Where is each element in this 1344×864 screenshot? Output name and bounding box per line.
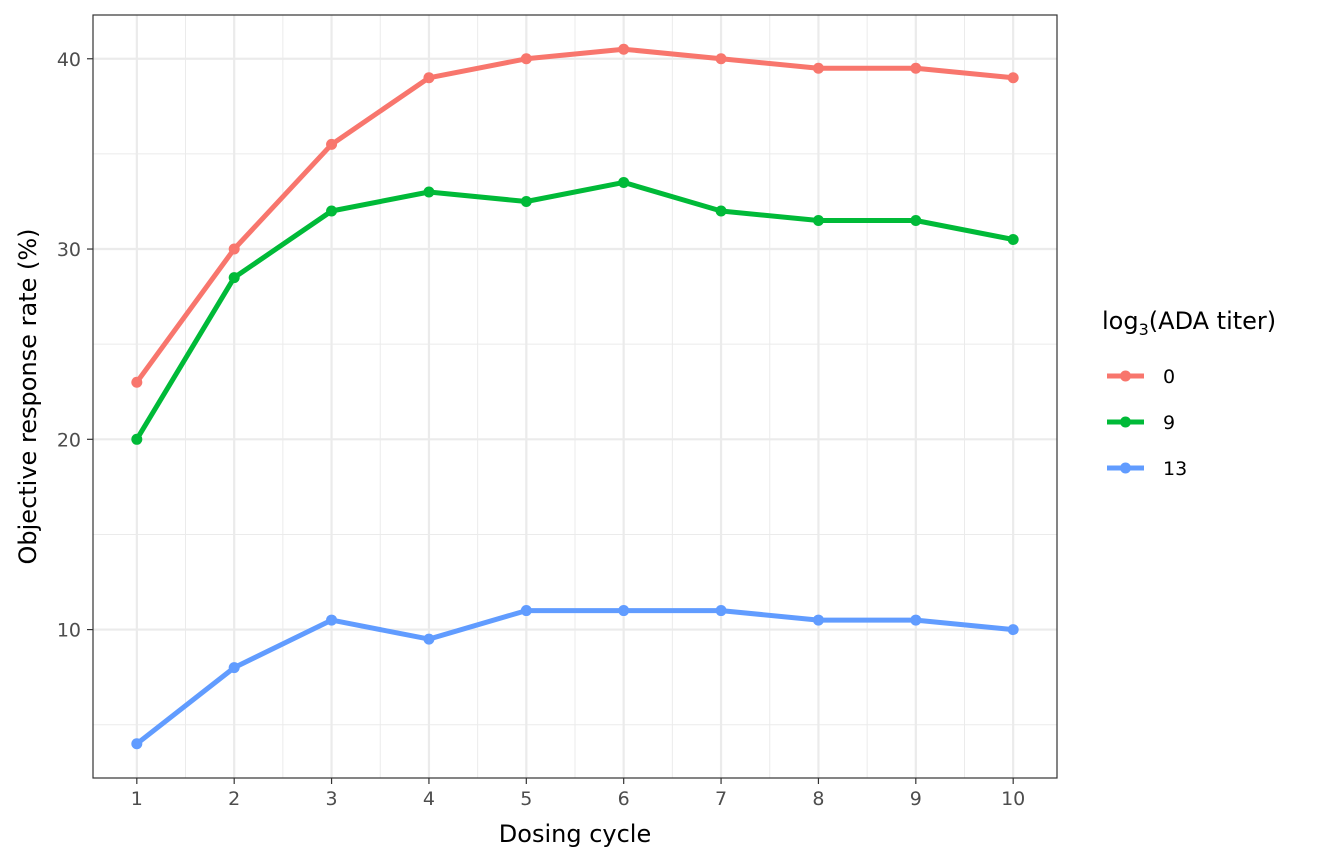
data-point-9 [520,195,532,207]
data-point-13 [618,605,630,617]
data-point-0 [423,72,435,84]
data-point-0 [228,243,240,255]
major-gridlines [93,15,1057,778]
x-axis: 1 2 3 4 5 6 7 8 9 10 [131,778,1025,810]
y-tick-label: 20 [57,429,81,451]
data-point-13 [228,662,240,674]
data-point-0 [618,43,630,55]
data-point-13 [326,614,338,626]
x-tick-label: 10 [1001,788,1025,810]
data-point-13 [910,614,922,626]
data-point-9 [812,214,824,226]
data-point-9 [131,433,143,445]
series-layer [131,43,1019,750]
legend-items: 0 9 13 [1107,366,1187,480]
x-tick-label: 8 [812,788,824,810]
y-tick-label: 30 [57,239,81,261]
series-line-13 [135,608,1014,746]
data-point-13 [715,605,727,617]
legend-item-13: 13 [1107,458,1187,480]
data-point-13 [1007,624,1019,636]
data-point-9 [326,205,338,217]
data-point-13 [423,633,435,645]
data-point-9 [715,205,727,217]
series-line-0 [134,46,1014,384]
legend-key-point [1120,416,1131,428]
data-point-13 [131,738,143,750]
y-tick-label: 10 [57,620,81,642]
x-tick-label: 6 [618,788,630,810]
x-axis-title: Dosing cycle [499,820,651,848]
y-axis: 10 20 30 40 [57,49,93,642]
panel-border [92,14,1058,779]
legend-label: 13 [1163,458,1187,480]
legend-item-0: 0 [1107,366,1175,388]
data-point-0 [520,53,532,65]
data-point-13 [812,614,824,626]
data-point-9 [618,176,630,188]
x-tick-label: 5 [520,788,532,810]
series-13 [131,605,1019,750]
data-point-0 [131,376,143,388]
series-line-9 [134,179,1014,441]
data-point-9 [910,214,922,226]
data-point-0 [326,138,338,150]
data-point-0 [715,53,727,65]
legend-item-9: 9 [1107,412,1175,434]
legend-key-point [1120,370,1131,382]
x-tick-label: 3 [326,788,338,810]
minor-gridlines [93,15,1057,778]
y-axis-title: Objective response rate (%) [14,229,42,565]
legend-title-base: log [1102,307,1139,335]
x-tick-label: 2 [228,788,240,810]
legend-title-rest: (ADA titer) [1149,307,1276,335]
x-tick-label: 7 [715,788,727,810]
data-point-9 [423,186,435,198]
legend: log3(ADA titer) 0 9 13 [1102,307,1276,480]
series-0 [131,43,1019,388]
data-point-0 [1007,72,1019,84]
data-point-9 [228,272,240,284]
x-tick-label: 9 [910,788,922,810]
legend-label: 0 [1163,366,1175,388]
legend-label: 9 [1163,412,1175,434]
legend-key-point [1120,462,1131,474]
series-9 [131,176,1019,445]
y-tick-label: 40 [57,49,81,71]
legend-title: log3(ADA titer) [1102,307,1276,339]
data-point-9 [1007,234,1019,246]
x-tick-label: 4 [423,788,435,810]
x-tick-label: 1 [131,788,143,810]
data-point-0 [910,62,922,74]
data-point-0 [812,62,824,74]
legend-title-subscript: 3 [1139,320,1149,339]
data-point-13 [520,605,532,617]
